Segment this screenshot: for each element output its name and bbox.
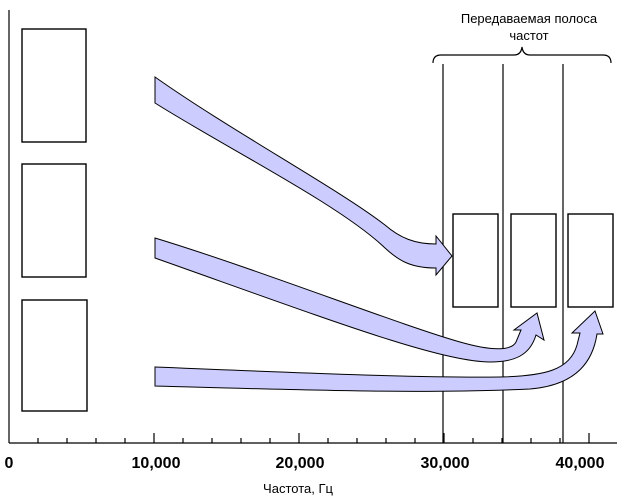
source-box-1 bbox=[21, 28, 87, 143]
shift-arrow-1 bbox=[154, 76, 453, 277]
channel-box-3 bbox=[567, 213, 614, 308]
x-axis-ticks bbox=[37, 433, 590, 443]
band-title-line2: частот bbox=[509, 28, 548, 43]
channel-box-2 bbox=[510, 213, 557, 308]
tick-label-10000: 10,000 bbox=[132, 455, 181, 472]
source-box-3 bbox=[21, 299, 88, 412]
band-bracket bbox=[432, 46, 612, 64]
shift-arrow-2 bbox=[154, 237, 545, 363]
channel-box-1 bbox=[452, 213, 499, 308]
band-title-line1: Передаваемая полоса bbox=[461, 11, 598, 26]
tick-label-20000: 20,000 bbox=[276, 455, 325, 472]
x-axis-title: Частота, Гц bbox=[263, 481, 333, 496]
tick-label-0: 0 bbox=[5, 455, 14, 472]
tick-label-40000: 40,000 bbox=[556, 455, 605, 472]
shift-arrow-3 bbox=[154, 310, 604, 392]
tick-label-30000: 30,000 bbox=[421, 455, 470, 472]
source-box-2 bbox=[21, 163, 87, 278]
